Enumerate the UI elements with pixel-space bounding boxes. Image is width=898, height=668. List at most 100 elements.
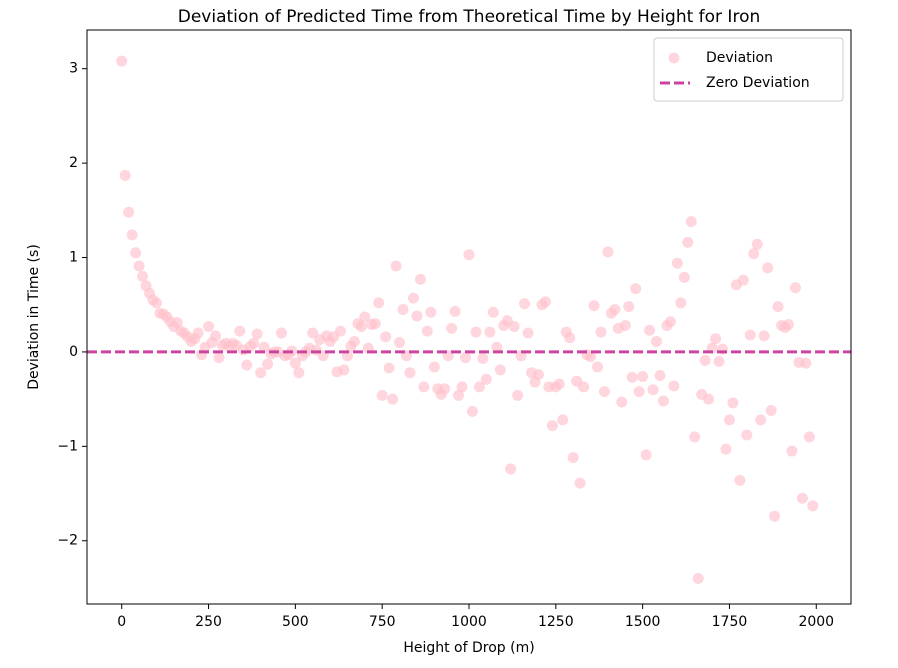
data-point [275, 327, 287, 339]
data-point [758, 330, 770, 342]
data-point [456, 381, 468, 393]
data-point [383, 362, 395, 374]
data-point [553, 378, 565, 390]
plot-frame [86, 29, 852, 605]
y-axis-label: Deviation in Time (s) [26, 244, 42, 390]
data-point [439, 383, 451, 395]
data-point [574, 477, 586, 489]
data-point [130, 247, 142, 259]
data-point [387, 393, 399, 405]
data-point [407, 292, 419, 304]
legend-label: Zero Deviation [706, 75, 810, 91]
x-tick-label: 250 [195, 614, 222, 630]
data-point [484, 326, 496, 338]
data-point [519, 298, 531, 310]
chart-title: Deviation of Predicted Time from Theoret… [178, 7, 761, 27]
data-point [595, 326, 607, 338]
data-point [209, 330, 221, 342]
data-point [473, 381, 485, 393]
data-point [755, 414, 767, 426]
data-point [369, 318, 381, 330]
data-point [421, 325, 433, 337]
data-point [647, 384, 659, 396]
data-point [213, 352, 225, 364]
data-point [678, 271, 690, 283]
x-tick-label: 0 [117, 614, 126, 630]
data-point [539, 296, 551, 308]
data-point [668, 380, 680, 392]
data-point [616, 396, 628, 408]
data-point [807, 500, 819, 512]
data-point [727, 397, 739, 409]
data-point [557, 414, 569, 426]
data-point [404, 367, 416, 379]
data-point [255, 367, 267, 379]
data-point [380, 331, 392, 343]
data-point [234, 325, 246, 337]
data-point [338, 364, 350, 376]
data-point [251, 328, 263, 340]
data-point [373, 297, 385, 309]
data-point [689, 431, 701, 443]
data-point [335, 325, 347, 337]
data-point [192, 327, 204, 339]
data-point [703, 393, 715, 405]
data-point [769, 510, 781, 522]
data-point [480, 373, 492, 385]
data-point [692, 573, 704, 585]
data-point [512, 389, 524, 401]
legend-label: Deviation [706, 50, 773, 66]
data-point [737, 274, 749, 286]
data-point [633, 386, 645, 398]
legend-marker [668, 52, 680, 64]
data-point [651, 336, 663, 348]
data-point [699, 354, 711, 366]
data-point [390, 260, 402, 272]
data-point [307, 327, 319, 339]
data-point [258, 341, 270, 353]
y-tick-label: 0 [69, 344, 78, 360]
data-point [463, 249, 475, 261]
data-point [119, 169, 131, 181]
data-point [137, 270, 149, 282]
data-point [494, 364, 506, 376]
data-point [588, 300, 600, 312]
data-point [133, 260, 145, 272]
data-point [532, 369, 544, 381]
data-point [123, 206, 135, 218]
data-point [723, 414, 735, 426]
data-point [578, 381, 590, 393]
data-point [609, 303, 621, 315]
data-point [602, 246, 614, 258]
data-point [710, 333, 722, 345]
data-point [640, 449, 652, 461]
data-point [744, 329, 756, 341]
data-point [248, 337, 260, 349]
data-point [671, 257, 683, 269]
data-point [619, 319, 631, 331]
data-point [241, 359, 253, 371]
data-point [470, 326, 482, 338]
data-point [505, 463, 517, 475]
data-point [654, 370, 666, 382]
y-tick-label: 1 [69, 250, 78, 266]
data-point [751, 238, 763, 250]
x-tick-label: 750 [369, 614, 396, 630]
data-point [772, 301, 784, 313]
data-point [741, 429, 753, 441]
data-point [800, 357, 812, 369]
data-point [397, 303, 409, 315]
data-point [355, 320, 367, 332]
data-point [262, 358, 274, 370]
data-point [522, 327, 534, 339]
data-point [748, 248, 760, 260]
x-tick-label: 500 [282, 614, 309, 630]
data-point [126, 229, 138, 241]
data-point [786, 445, 798, 457]
data-point [376, 389, 388, 401]
x-tick-label: 2000 [798, 614, 834, 630]
data-point [477, 353, 489, 365]
data-point [682, 236, 694, 248]
data-point [449, 305, 461, 317]
